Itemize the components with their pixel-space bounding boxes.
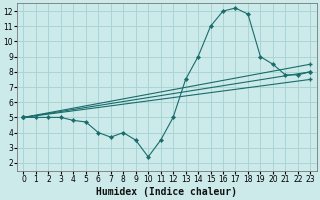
X-axis label: Humidex (Indice chaleur): Humidex (Indice chaleur) [96,186,237,197]
